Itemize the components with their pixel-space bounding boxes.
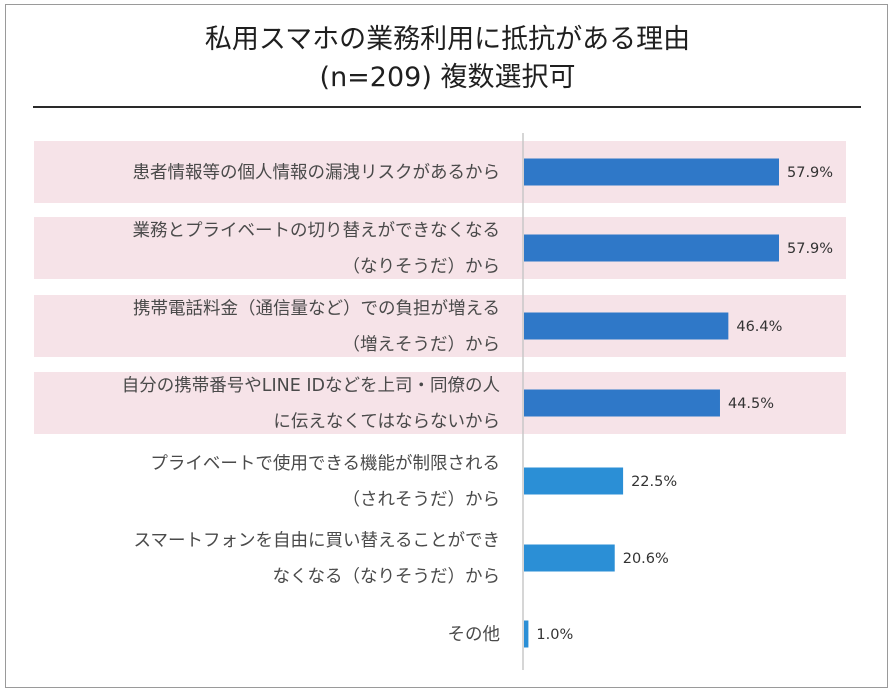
value-label: 57.9% xyxy=(787,165,833,181)
category-label: 自分の携帯番号やLINE IDなどを上司・同僚の人 xyxy=(122,376,500,396)
title-underline xyxy=(33,106,861,108)
bar xyxy=(524,312,729,340)
bar xyxy=(524,389,720,417)
category-label: なくなる（なりそうだ）から xyxy=(273,567,501,587)
bar xyxy=(524,467,624,495)
category-label: （増えそうだ）から xyxy=(343,335,501,355)
value-label: 46.4% xyxy=(736,319,782,335)
bar xyxy=(524,158,779,186)
value-label: 20.6% xyxy=(623,551,669,567)
value-label: 44.5% xyxy=(728,396,774,412)
category-label: （なりそうだ）から xyxy=(343,257,501,277)
chart-title-line-2: (n=209) 複数選択可 xyxy=(319,62,576,93)
category-label: プライベートで使用できる機能が制限される xyxy=(150,453,500,474)
value-label: 1.0% xyxy=(536,627,573,643)
value-label: 57.9% xyxy=(787,241,833,257)
category-label: その他 xyxy=(448,625,501,645)
category-label: 患者情報等の個人情報の漏洩リスクがあるから xyxy=(133,163,501,183)
bar xyxy=(524,234,779,262)
bar xyxy=(524,544,615,572)
category-label: 業務とプライベートの切り替えができなくなる xyxy=(133,221,501,241)
bar xyxy=(524,620,529,648)
category-label: スマートフォンを自由に買い替えることができ xyxy=(134,531,500,551)
category-label: （されそうだ）から xyxy=(343,490,501,510)
category-label: 携帯電話料金（通信量など）での負担が増える xyxy=(133,299,500,319)
chart-title-line-1: 私用スマホの業務利用に抵抗がある理由 xyxy=(204,24,691,55)
value-label: 22.5% xyxy=(631,474,677,490)
category-label: に伝えなくてはならないから xyxy=(273,412,500,432)
